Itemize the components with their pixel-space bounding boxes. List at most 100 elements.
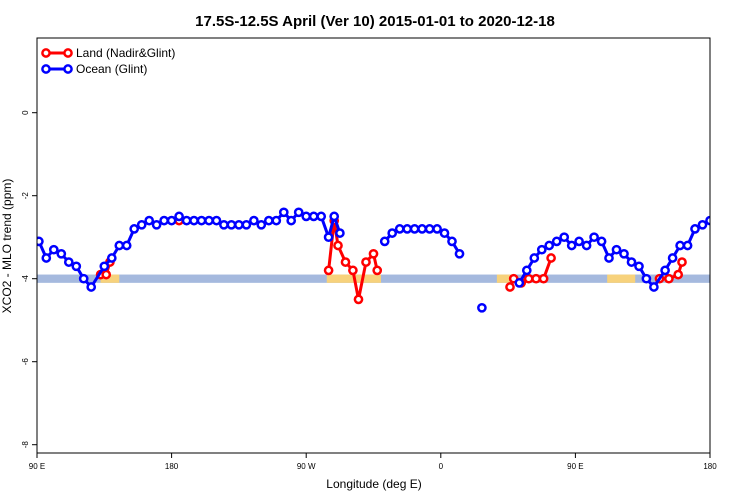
ocean-glint-point	[432, 224, 442, 234]
ocean-glint-point	[447, 236, 457, 247]
ocean-glint-point	[211, 215, 222, 226]
land-nadir-glint-point	[323, 265, 334, 276]
ocean-glint-point	[234, 219, 244, 230]
ocean-glint-point	[611, 244, 622, 255]
ocean-glint-point	[114, 240, 125, 251]
ocean-glint-point	[619, 248, 629, 259]
legend-land-nadir-glint-marker	[41, 48, 51, 58]
y-tick-label: -2	[21, 192, 30, 200]
ocean-glint-point	[301, 211, 312, 222]
legend-ocean-glint-label: Ocean (Glint)	[76, 62, 147, 76]
x-tick-label: 90 E	[567, 462, 583, 471]
ocean-glint-point	[675, 240, 685, 251]
ocean-glint-point	[521, 265, 532, 276]
ocean-glint-point	[181, 215, 192, 226]
ocean-glint-point	[48, 244, 59, 255]
ocean-glint-point	[417, 224, 427, 234]
ocean-glint-point	[477, 302, 487, 313]
ocean-glint-point	[649, 282, 659, 292]
ocean-glint-point	[596, 236, 607, 247]
x-tick-label: 180	[703, 462, 717, 471]
ocean-glint-point	[454, 248, 465, 259]
ocean-glint-point	[159, 215, 169, 226]
ocean-glint-point	[323, 232, 334, 243]
ocean-glint-point	[329, 211, 340, 222]
ocean-glint-point	[249, 215, 259, 226]
land-nadir-glint-point	[340, 257, 351, 267]
y-tick-label: -8	[21, 441, 30, 449]
legend-land-nadir-glint-label: Land (Nadir&Glint)	[76, 46, 175, 60]
legend-land-nadir-glint-marker	[63, 48, 73, 58]
land-nadir-glint-point	[505, 282, 515, 292]
land-nadir-glint-point	[664, 273, 674, 284]
y-tick-label: -4	[21, 275, 30, 283]
ocean-glint-point	[144, 215, 155, 226]
land-band-segment	[496, 274, 516, 283]
y-axis-label: XCO2 - MLO trend (ppm)	[0, 179, 14, 314]
ocean-glint-point	[394, 224, 405, 234]
ocean-glint-point	[37, 236, 44, 247]
ocean-glint-point	[241, 219, 252, 230]
ocean-glint-point	[439, 228, 450, 238]
x-axis-label: Longitude (deg E)	[326, 477, 421, 491]
ocean-glint-point	[278, 207, 289, 218]
land-nadir-glint-point	[546, 253, 556, 263]
x-tick-label: 0	[439, 462, 444, 471]
legend-ocean-glint-marker	[63, 64, 73, 74]
ocean-glint-point	[41, 253, 52, 263]
ocean-glint-point	[551, 236, 562, 247]
ocean-glint-point	[63, 257, 74, 267]
ocean-glint-point	[559, 232, 570, 243]
ocean-glint-point	[71, 261, 82, 272]
land-nadir-glint-point	[101, 269, 112, 280]
ocean-glint-point	[714, 221, 721, 228]
land-nadir-glint-point	[361, 257, 371, 267]
ocean-glint-point	[286, 215, 297, 226]
legend: Land (Nadir&Glint) Ocean (Glint)	[41, 46, 175, 76]
land-band-segment	[714, 275, 740, 283]
land-nadir-glint-point	[368, 248, 379, 259]
ocean-glint-point	[56, 248, 67, 259]
ocean-glint-point	[690, 224, 700, 234]
ocean-glint-point	[106, 253, 117, 263]
ocean-glint-point	[189, 215, 199, 226]
ocean-glint-point	[271, 215, 282, 226]
ocean-glint-point	[566, 240, 577, 251]
ocean-glint-point	[660, 265, 670, 276]
land-nadir-glint-point	[333, 240, 343, 251]
land-nadir-glint-point	[523, 273, 534, 284]
ocean-glint-point	[402, 224, 413, 234]
land-nadir-glint-point	[531, 273, 541, 284]
ocean-glint-point	[667, 253, 678, 263]
plot-area: 90 E 180 90 W 0 90 E 180 0 -2 -4 -6 -8	[21, 37, 740, 471]
ocean-glint-point	[308, 211, 319, 222]
ocean-glint-point	[574, 236, 584, 247]
y-tick-label: 0	[21, 110, 30, 115]
land-nadir-glint-point	[673, 269, 684, 280]
x-tick-label: 180	[165, 462, 179, 471]
ocean-glint-point	[697, 219, 708, 230]
ocean-glint-point	[604, 253, 614, 263]
ocean-glint-point	[634, 261, 644, 272]
ocean-glint-point	[226, 219, 237, 230]
ocean-glint-point	[293, 207, 304, 218]
y-tick-label: -6	[21, 358, 30, 366]
x-tick-label: 90 W	[297, 462, 316, 471]
ocean-glint-point	[335, 228, 345, 238]
chart-title: 17.5S-12.5S April (Ver 10) 2015-01-01 to…	[195, 13, 555, 30]
ocean-glint-point	[129, 224, 140, 234]
ocean-glint-point	[78, 273, 89, 284]
ocean-glint-point	[705, 215, 710, 226]
ocean-glint-point	[256, 219, 267, 230]
legend-ocean-glint-marker	[41, 64, 51, 74]
ocean-glint-point	[641, 273, 652, 284]
ocean-glint-point	[263, 215, 274, 226]
land-nadir-glint-point	[677, 257, 687, 267]
land-nadir-glint-point	[353, 294, 364, 305]
ocean-glint-point	[424, 224, 435, 234]
land-band-segment	[607, 274, 636, 283]
ocean-glint-point	[589, 232, 599, 243]
ocean-glint-point	[121, 240, 132, 251]
